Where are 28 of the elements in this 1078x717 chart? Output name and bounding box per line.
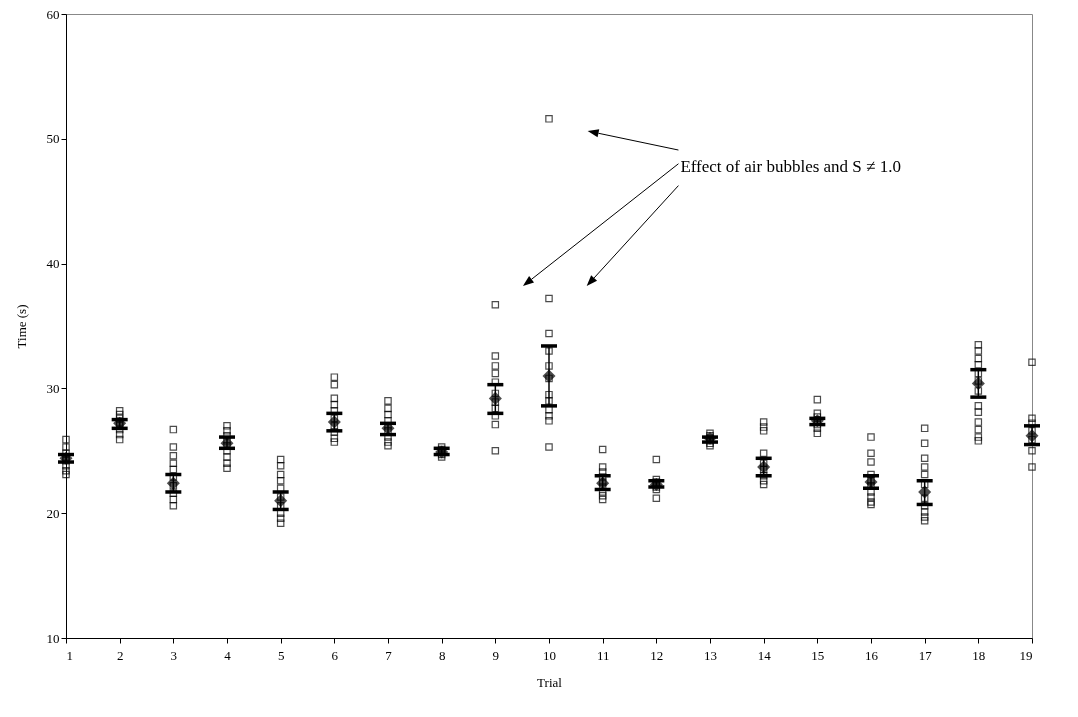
x-tick-label: 11 xyxy=(596,647,610,663)
y-tick-label: 10 xyxy=(46,630,60,646)
x-tick-label: 17 xyxy=(918,647,933,663)
x-tick-label: 12 xyxy=(650,647,664,663)
x-tick-label: 15 xyxy=(811,647,825,663)
x-tick-label: 3 xyxy=(170,647,178,663)
annotation: Effect of air bubbles and S ≠ 1.0 xyxy=(680,156,901,176)
y-tick-label: 40 xyxy=(46,256,60,272)
x-tick-label: 16 xyxy=(865,647,879,663)
x-tick-label: 14 xyxy=(757,647,772,663)
x-tick-label: 18 xyxy=(972,647,986,663)
x-tick-label: 19 xyxy=(1019,647,1033,663)
y-tick-label: 60 xyxy=(46,6,60,22)
x-tick-label: 5 xyxy=(277,647,285,663)
x-tick-label: 1 xyxy=(66,647,73,663)
x-tick-label: 7 xyxy=(385,647,393,663)
x-axis-title: Trial xyxy=(537,674,563,690)
y-tick-label: 30 xyxy=(46,380,60,396)
x-tick-label: 9 xyxy=(492,647,500,663)
y-axis-title: Time (s) xyxy=(13,304,29,349)
x-tick-label: 6 xyxy=(331,647,339,663)
x-tick-label: 13 xyxy=(704,647,717,663)
x-tick-label: 8 xyxy=(438,647,446,663)
y-tick-label: 20 xyxy=(46,505,60,521)
x-tick-label: 10 xyxy=(543,647,556,663)
x-tick-label: 4 xyxy=(224,647,232,663)
x-tick-label: 2 xyxy=(116,647,124,663)
y-tick-label: 50 xyxy=(46,131,60,147)
